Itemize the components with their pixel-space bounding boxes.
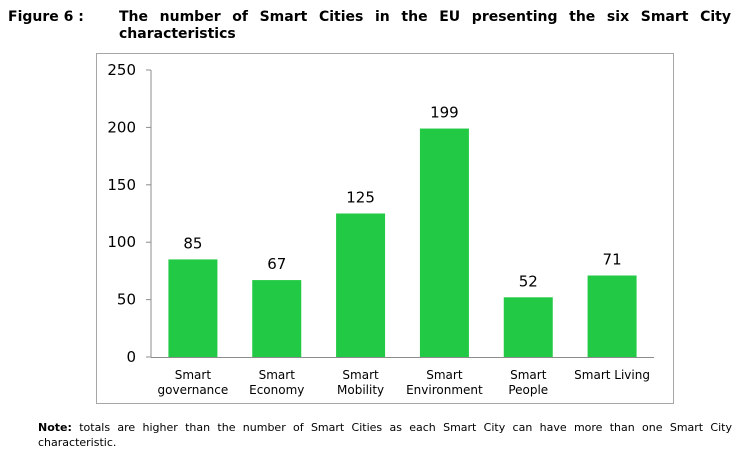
note-text: totals are higher than the number of Sma… [38, 421, 732, 449]
y-tick-label: 250 [107, 61, 136, 79]
figure-title: The number of Smart Cities in the EU pre… [119, 9, 731, 42]
bar-value-label: 71 [603, 250, 622, 268]
bar [168, 259, 218, 357]
bar [252, 280, 302, 357]
bar-value-label: 85 [183, 234, 202, 252]
bar [503, 297, 553, 357]
y-tick-label: 50 [117, 291, 136, 309]
y-tick-label: 150 [107, 176, 136, 194]
x-tick-label: Environment [406, 383, 483, 397]
x-tick-label: Mobility [337, 383, 384, 397]
x-tick-label: Smart [175, 368, 212, 382]
x-tick-label: Economy [249, 383, 304, 397]
x-tick-label: governance [158, 383, 229, 397]
x-tick-label: People [508, 383, 548, 397]
bar-value-label: 199 [430, 104, 459, 122]
bar [419, 128, 469, 357]
figure-note: Note: totals are higher than the number … [38, 420, 732, 450]
bar-value-label: 67 [267, 255, 286, 273]
x-tick-label: Smart Living [574, 368, 650, 382]
y-tick-label: 100 [107, 233, 136, 251]
note-label: Note: [38, 421, 72, 434]
chart-frame [96, 53, 674, 404]
bar-value-label: 125 [346, 189, 375, 207]
bar [336, 213, 386, 357]
x-tick-label: Smart [342, 368, 379, 382]
bar-value-label: 52 [519, 272, 538, 290]
x-tick-label: Smart [426, 368, 463, 382]
figure-label: Figure 6 : [8, 9, 84, 25]
x-tick-label: Smart [510, 368, 547, 382]
y-tick-label: 200 [107, 118, 136, 136]
bar [587, 275, 637, 357]
x-tick-label: Smart [259, 368, 296, 382]
y-tick-label: 0 [126, 348, 136, 366]
